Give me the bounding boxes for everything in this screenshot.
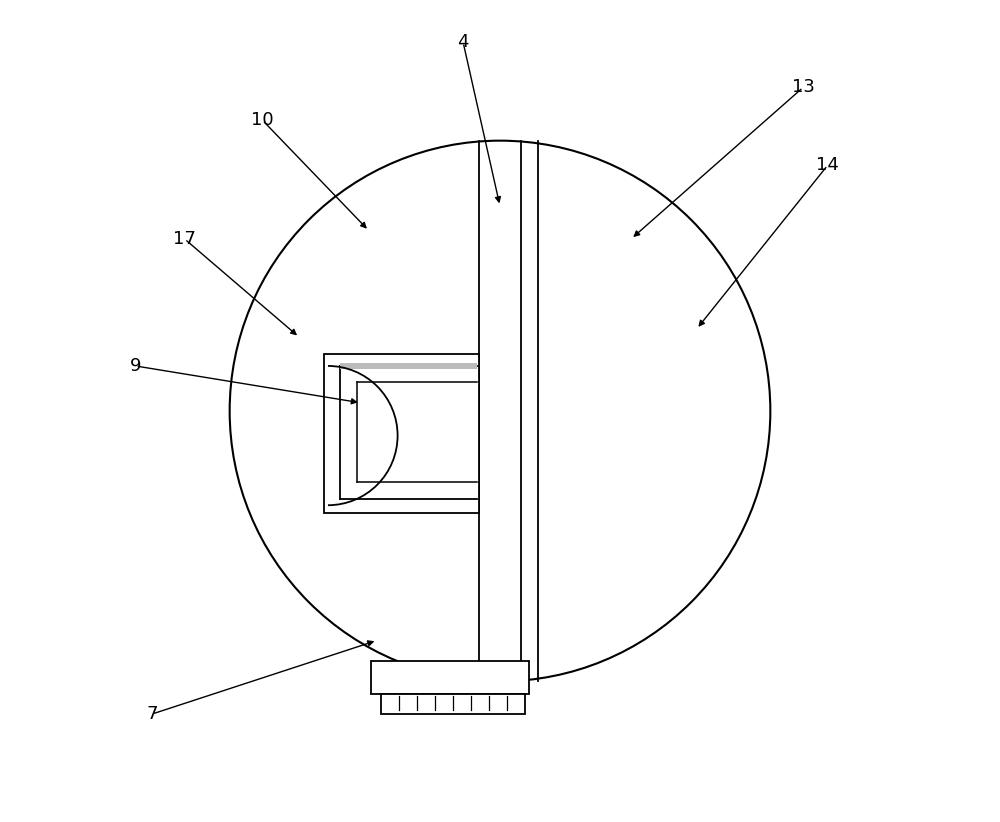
Bar: [381, 694, 525, 714]
Bar: [371, 661, 529, 694]
Text: 17: 17: [173, 230, 196, 248]
Bar: [340, 496, 477, 502]
Bar: [521, 132, 538, 690]
Text: 10: 10: [251, 111, 274, 129]
Bar: [340, 363, 477, 369]
Text: 14: 14: [816, 156, 839, 174]
Bar: [324, 353, 479, 514]
Text: 13: 13: [792, 78, 815, 96]
Text: 9: 9: [130, 357, 141, 375]
Text: 4: 4: [457, 34, 469, 51]
Bar: [340, 363, 477, 369]
Bar: [479, 132, 521, 690]
Bar: [381, 694, 525, 714]
Bar: [324, 353, 479, 514]
Bar: [371, 661, 529, 694]
PathPatch shape: [90, 2, 910, 820]
Text: 7: 7: [146, 705, 158, 723]
